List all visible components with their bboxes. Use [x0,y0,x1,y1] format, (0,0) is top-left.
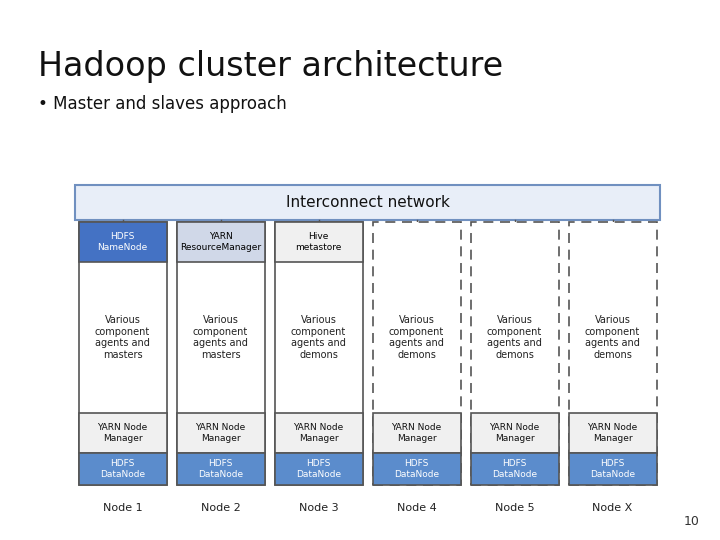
Text: HDFS
NameNode: HDFS NameNode [97,232,148,252]
Text: Node 5: Node 5 [495,503,534,513]
Bar [470,222,559,485]
Text: Node 3: Node 3 [299,503,338,513]
Text: Hadoop cluster architecture: Hadoop cluster architecture [38,50,503,83]
Text: Various
component
agents and
demons: Various component agents and demons [487,315,542,360]
Text: Various
component
agents and
demons: Various component agents and demons [389,315,444,360]
Text: HDFS
DataNode: HDFS DataNode [492,460,537,478]
Bar [470,413,559,453]
Bar [274,453,362,485]
Text: HDFS
DataNode: HDFS DataNode [394,460,439,478]
Bar [372,222,461,485]
Text: HDFS
DataNode: HDFS DataNode [100,460,145,478]
Text: Various
component
agents and
masters: Various component agents and masters [193,315,248,360]
Text: YARN
ResourceManager: YARN ResourceManager [180,232,261,252]
Bar [176,222,264,262]
Text: HDFS
DataNode: HDFS DataNode [296,460,341,478]
Bar [78,222,166,485]
Text: Node 1: Node 1 [103,503,143,513]
Bar [274,413,362,453]
Text: YARN Node
Manager: YARN Node Manager [195,423,246,443]
Bar [569,453,657,485]
Text: Interconnect network: Interconnect network [286,195,449,210]
Bar [78,413,166,453]
Text: Hive
metastore: Hive metastore [295,232,342,252]
Text: Various
component
agents and
demons: Various component agents and demons [291,315,346,360]
Text: Node X: Node X [593,503,633,513]
Text: YARN Node
Manager: YARN Node Manager [97,423,148,443]
Text: YARN Node
Manager: YARN Node Manager [490,423,539,443]
Text: Various
component
agents and
masters: Various component agents and masters [95,315,150,360]
Text: 10: 10 [684,515,700,528]
Bar [569,413,657,453]
Bar [569,222,657,485]
Text: • Master and slaves approach: • Master and slaves approach [38,95,287,113]
Text: Various
component
agents and
demons: Various component agents and demons [585,315,640,360]
Bar [274,222,362,262]
Bar [176,413,264,453]
Bar [78,222,166,262]
Text: YARN Node
Manager: YARN Node Manager [392,423,441,443]
Text: HDFS
DataNode: HDFS DataNode [590,460,635,478]
Bar [78,453,166,485]
Text: YARN Node
Manager: YARN Node Manager [588,423,638,443]
Text: Node 4: Node 4 [397,503,436,513]
Bar [75,185,660,220]
Text: Node 2: Node 2 [201,503,240,513]
Text: HDFS
DataNode: HDFS DataNode [198,460,243,478]
Text: YARN Node
Manager: YARN Node Manager [293,423,343,443]
Bar [176,453,264,485]
Bar [372,413,461,453]
Bar [372,453,461,485]
Bar [274,222,362,485]
Bar [176,222,264,485]
Bar [470,453,559,485]
